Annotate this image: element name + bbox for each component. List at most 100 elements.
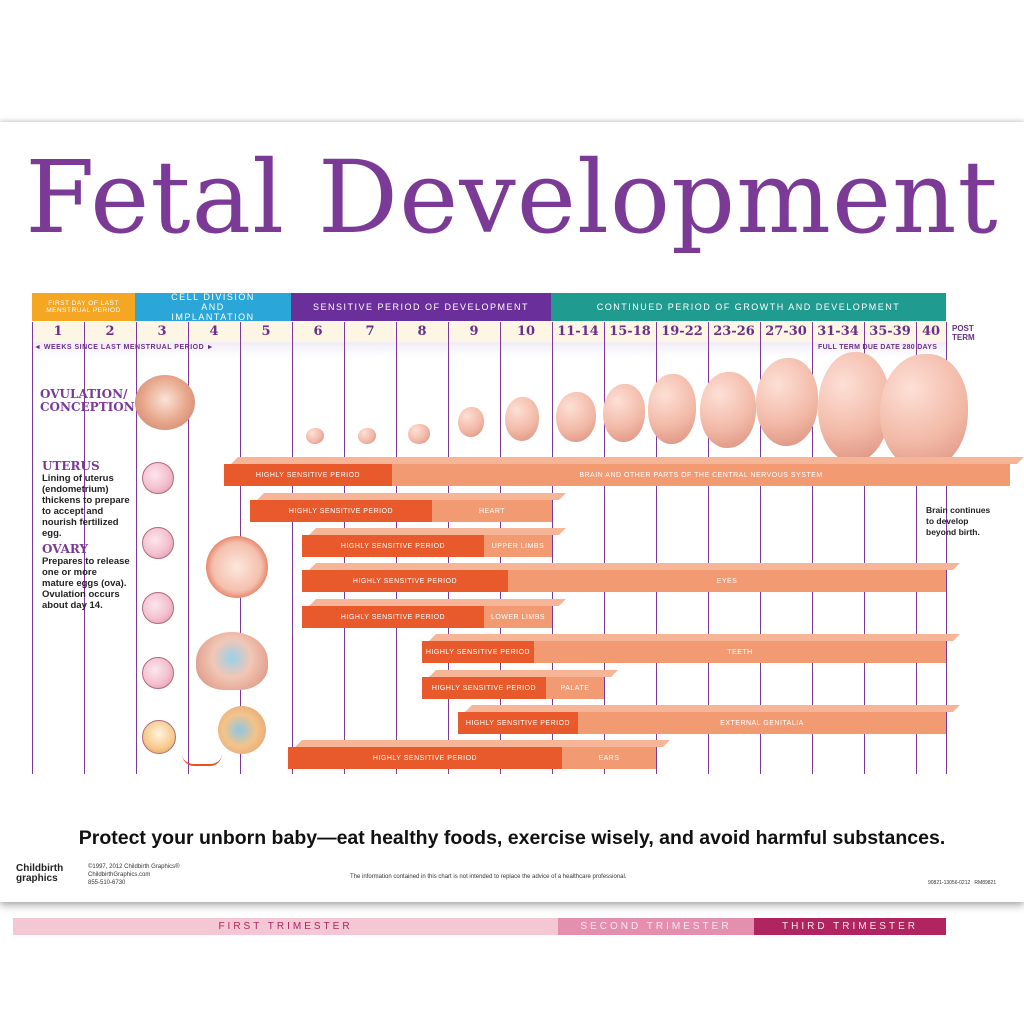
bar-top-face — [465, 705, 960, 712]
week-number: 3 — [157, 324, 167, 339]
organ-segment: EARS — [562, 747, 656, 769]
band-cell-division-label: CELL DIVISION AND IMPLANTATION — [171, 292, 255, 322]
week-number: 2 — [105, 324, 115, 339]
fetus-icon — [818, 352, 890, 462]
organ-segment: EYES — [508, 570, 946, 592]
organ-segment: HEART — [432, 500, 552, 522]
copyright: ©1997, 2012 Childbirth Graphics® — [88, 864, 180, 870]
bar-top-face — [295, 740, 670, 747]
organ-segment: BRAIN AND OTHER PARTS OF THE CENTRAL NER… — [392, 464, 1010, 486]
week-gridline — [188, 322, 189, 774]
bar-top-face — [309, 528, 566, 535]
week-gridline — [32, 322, 33, 774]
week-gridline — [812, 322, 813, 774]
bar-top-face — [231, 457, 1024, 464]
week-gridline — [708, 322, 709, 774]
morula-illustration — [142, 657, 174, 689]
development-bar: HIGHLY SENSITIVE PERIOD HEART — [250, 493, 566, 522]
week-number: 15-18 — [609, 324, 651, 339]
sensitive-period-segment: HIGHLY SENSITIVE PERIOD — [302, 535, 484, 557]
ovary-heading: OVARY — [42, 542, 89, 556]
organ-segment: UPPER LIMBS — [484, 535, 552, 557]
weeks-note-text: WEEKS SINCE LAST MENSTRUAL PERIOD — [43, 344, 205, 351]
organ-segment: PALATE — [546, 677, 604, 699]
disclaimer: The information contained in this chart … — [350, 874, 627, 880]
week-number: 8 — [417, 324, 427, 339]
week-number: 6 — [313, 324, 323, 339]
fetus-icon — [700, 372, 756, 448]
ovulation-heading: OVULATION/ CONCEPTION — [40, 387, 135, 414]
development-bar: HIGHLY SENSITIVE PERIOD BRAIN AND OTHER P… — [224, 457, 1024, 486]
grid — [32, 322, 946, 342]
bar-top-face — [257, 493, 566, 500]
development-bar: HIGHLY SENSITIVE PERIOD UPPER LIMBS — [302, 528, 566, 557]
band-cell-division: CELL DIVISION AND IMPLANTATION — [135, 292, 291, 322]
sensitive-period-segment: HIGHLY SENSITIVE PERIOD — [302, 606, 484, 628]
ovum-illustration — [135, 375, 195, 430]
third-trimester-band: THIRD TRIMESTER — [754, 918, 946, 935]
cell-2-illustration — [142, 462, 174, 494]
bar-top-face — [309, 599, 566, 606]
band-first-day-label: FIRST DAY OF LAST MENSTRUAL PERIOD — [46, 300, 121, 314]
phone: 855-510-6730 — [88, 880, 126, 886]
development-bar: HIGHLY SENSITIVE PERIOD PALATE — [422, 670, 618, 699]
week-gridline — [136, 322, 137, 774]
site: ChildbirthGraphics.com — [88, 872, 151, 878]
bar-top-face — [309, 563, 960, 570]
sensitive-period-segment: HIGHLY SENSITIVE PERIOD — [288, 747, 562, 769]
fetus-icon — [306, 428, 324, 444]
week-number: 5 — [261, 324, 271, 339]
fetus-icon — [408, 424, 430, 444]
fetus-icon — [648, 374, 696, 444]
fetus-icon — [880, 354, 968, 470]
week-number: 31-34 — [817, 324, 859, 339]
week-number: 1 — [53, 324, 63, 339]
embryo-implant-illustration — [206, 536, 268, 598]
week-number: 35-39 — [869, 324, 911, 339]
week-number: 19-22 — [661, 324, 703, 339]
brain-note: Brain continues to develop beyond birth. — [926, 505, 991, 537]
sensitive-period-segment: HIGHLY SENSITIVE PERIOD — [458, 712, 578, 734]
logo: Childbirth graphics — [16, 863, 64, 884]
week-number: 4 — [209, 324, 219, 339]
week-gridline — [552, 322, 553, 774]
implanted-egg-illustration — [218, 706, 266, 754]
second-trimester-label: SECOND TRIMESTER — [580, 921, 732, 932]
week-gridline — [84, 322, 85, 774]
blastocyst-illustration — [142, 720, 176, 754]
tagline: Protect your unborn baby—eat healthy foo… — [78, 827, 946, 849]
development-bar: HIGHLY SENSITIVE PERIOD EXTERNAL GENITALI… — [458, 705, 960, 734]
cell-4-illustration — [142, 527, 174, 559]
fetus-icon — [505, 397, 539, 441]
second-trimester-band: SECOND TRIMESTER — [558, 918, 754, 935]
week-number: 11-14 — [557, 324, 599, 339]
fetus-icon — [603, 384, 645, 442]
week-number: 7 — [365, 324, 375, 339]
organ-segment: LOWER LIMBS — [484, 606, 552, 628]
poster: Fetal Development FIRST DAY OF LAST MENS… — [0, 122, 1024, 935]
post-term-label: POST TERM — [952, 324, 975, 342]
week-gridline — [760, 322, 761, 774]
week-number: 10 — [516, 324, 536, 339]
development-bar: HIGHLY SENSITIVE PERIOD EARS — [288, 740, 670, 769]
weeks-note: ◄ WEEKS SINCE LAST MENSTRUAL PERIOD ► — [34, 344, 215, 351]
week-number: 40 — [921, 324, 941, 339]
fetus-icon — [556, 392, 596, 442]
development-bar: HIGHLY SENSITIVE PERIOD LOWER LIMBS — [302, 599, 566, 628]
week-gridline — [916, 322, 917, 774]
bar-top-face — [429, 634, 960, 641]
band-first-day: FIRST DAY OF LAST MENSTRUAL PERIOD — [32, 293, 135, 321]
week-gridline — [656, 322, 657, 774]
development-bar: HIGHLY SENSITIVE PERIOD EYES — [302, 563, 960, 592]
uterus-text: Lining of uterus (endometrium) thickens … — [42, 473, 130, 539]
week-gridline — [604, 322, 605, 774]
uterus-heading: UTERUS — [42, 459, 100, 473]
fetus-icon — [358, 428, 376, 444]
first-trimester-band: FIRST TRIMESTER — [13, 918, 558, 935]
page-title: Fetal Development — [25, 139, 999, 256]
grid-shade — [32, 342, 946, 358]
sensitive-period-segment: HIGHLY SENSITIVE PERIOD — [422, 641, 534, 663]
sensitive-period-segment: HIGHLY SENSITIVE PERIOD — [302, 570, 508, 592]
organ-segment: TEETH — [534, 641, 946, 663]
week-gridline — [292, 322, 293, 774]
